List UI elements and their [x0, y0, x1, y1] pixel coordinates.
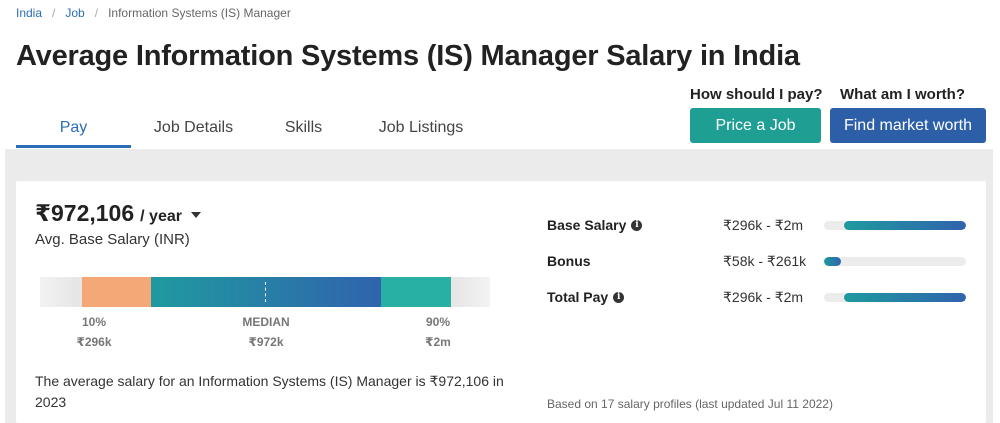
salary-period: / year [140, 208, 182, 225]
pay-range-track [824, 257, 966, 266]
pay-range-fill [844, 221, 966, 230]
find-market-worth-button[interactable]: Find market worth [830, 108, 986, 143]
pay-range-track [824, 221, 966, 230]
range-median-value: ₹972k [248, 335, 284, 349]
average-salary: ₹972,106 / year [35, 200, 201, 227]
tab-job-listings[interactable]: Job Listings [378, 119, 464, 136]
price-job-cta: How should I pay? Price a Job [690, 86, 823, 143]
breadcrumb-job-link[interactable]: Job [65, 6, 85, 20]
worth-question: What am I worth? [840, 86, 965, 103]
period-dropdown-icon[interactable] [190, 212, 201, 218]
median-marker [265, 282, 266, 302]
pay-range-fill [824, 257, 841, 266]
salary-footnote: Based on 17 salary profiles (last update… [547, 397, 833, 411]
page-title: Average Information Systems (IS) Manager… [16, 40, 800, 72]
range-segment-low [82, 277, 151, 307]
breadcrumb-separator: / [94, 6, 99, 20]
breadcrumb-current: Information Systems (IS) Manager [108, 6, 291, 20]
breadcrumb: India / Job / Information Systems (IS) M… [16, 6, 291, 20]
tab-job-details[interactable]: Job Details [153, 119, 234, 136]
pay-range-track [824, 293, 966, 302]
market-worth-cta: What am I worth? Find market worth [830, 86, 986, 143]
pay-label: Total Pay [547, 289, 609, 305]
info-icon[interactable]: i [613, 291, 625, 303]
pay-row-total-pay: Total Pay i ₹296k - ₹2m [547, 287, 967, 307]
range-low-percentile: 10% [81, 315, 107, 329]
info-icon[interactable]: i [631, 219, 643, 231]
salary-amount: ₹972,106 [35, 200, 135, 226]
pay-range: ₹296k - ₹2m [723, 217, 804, 233]
range-low-value: ₹296k [76, 335, 112, 349]
tab-pay[interactable]: Pay [16, 108, 131, 148]
salary-description: The average salary for an Information Sy… [35, 373, 504, 410]
range-segment-middle [151, 277, 381, 307]
price-a-job-button[interactable]: Price a Job [690, 108, 821, 143]
pay-row-bonus: Bonus ₹58k - ₹261k [547, 251, 967, 271]
breadcrumb-separator: / [52, 6, 56, 20]
pay-label: Bonus [547, 253, 591, 269]
range-median-label: MEDIAN [242, 315, 290, 329]
salary-subtitle: Avg. Base Salary (INR) [35, 231, 190, 248]
tab-bar: Pay Job Details Skills Job Listings [16, 108, 491, 148]
range-high-value: ₹2m [425, 335, 451, 349]
pay-row-base-salary: Base Salary i ₹296k - ₹2m [547, 215, 967, 235]
pay-range-fill [844, 293, 966, 302]
range-high-percentile: 90% [425, 315, 451, 329]
range-segment-high [381, 277, 451, 307]
breadcrumb-india-link[interactable]: India [16, 6, 43, 20]
salary-range-bar [40, 277, 490, 307]
pay-range: ₹296k - ₹2m [723, 289, 804, 305]
pay-label: Base Salary [547, 217, 627, 233]
pay-range: ₹58k - ₹261k [723, 253, 807, 269]
tab-skills[interactable]: Skills [284, 119, 323, 136]
price-question: How should I pay? [690, 86, 823, 103]
